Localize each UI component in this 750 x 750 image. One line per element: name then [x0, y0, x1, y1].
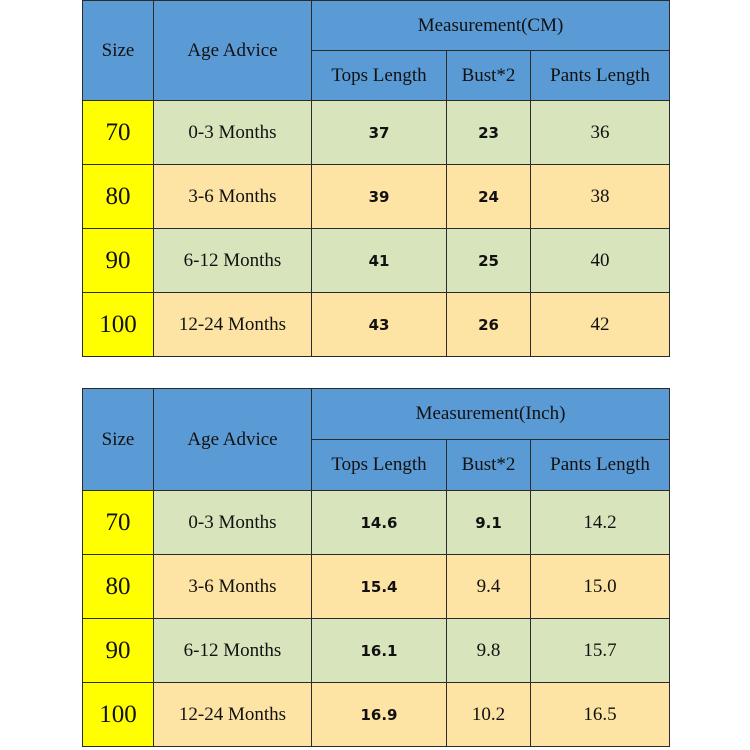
age-cell: 0-3 Months — [153, 100, 312, 165]
table-row: 100 12-24 Months 16.9 10.2 16.5 — [82, 682, 671, 747]
table-row: 90 6-12 Months 41 25 40 — [82, 228, 671, 293]
size-cell: 90 — [82, 228, 154, 293]
pants-length-cell: 14.2 — [529, 490, 671, 555]
bust-cell: 9.4 — [446, 554, 531, 619]
age-cell: 6-12 Months — [153, 618, 312, 683]
tops-length-cell: 16.9 — [311, 682, 447, 747]
tops-length-cell: 41 — [311, 228, 447, 293]
size-chart-cm: Size Age Advice Measurement(CM) Tops Len… — [82, 0, 671, 357]
bust-cell: 26 — [446, 292, 531, 357]
age-cell: 0-3 Months — [153, 490, 312, 555]
tops-length-cell: 16.1 — [311, 618, 447, 683]
pants-length-cell: 40 — [529, 228, 671, 293]
size-cell: 90 — [82, 618, 154, 683]
pants-length-cell: 36 — [529, 100, 671, 165]
pants-length-cell: 16.5 — [529, 682, 671, 747]
table-row: 80 3-6 Months 39 24 38 — [82, 164, 671, 229]
age-cell: 12-24 Months — [153, 682, 312, 747]
header-age-advice: Age Advice — [153, 0, 312, 101]
size-cell: 70 — [82, 100, 154, 165]
size-cell: 70 — [82, 490, 154, 555]
pants-length-cell: 15.0 — [529, 554, 671, 619]
header-bust: Bust*2 — [446, 50, 531, 101]
tops-length-cell: 39 — [311, 164, 447, 229]
header-measurement: Measurement(Inch) — [310, 388, 671, 440]
size-cell: 100 — [82, 682, 154, 747]
header-pants-length: Pants Length — [529, 439, 671, 491]
header-size: Size — [82, 0, 154, 101]
age-cell: 3-6 Months — [153, 554, 312, 619]
bust-cell: 10.2 — [446, 682, 531, 747]
table-row: 100 12-24 Months 43 26 42 — [82, 292, 671, 357]
age-cell: 3-6 Months — [153, 164, 312, 229]
header-tops-length: Tops Length — [311, 439, 447, 491]
bust-cell: 25 — [446, 228, 531, 293]
bust-cell: 9.1 — [446, 490, 531, 555]
header-size: Size — [82, 388, 154, 491]
age-cell: 6-12 Months — [153, 228, 312, 293]
table-row: 70 0-3 Months 37 23 36 — [82, 100, 671, 165]
size-chart-inch: Size Age Advice Measurement(Inch) Tops L… — [82, 388, 671, 747]
bust-cell: 24 — [446, 164, 531, 229]
header-pants-length: Pants Length — [529, 50, 671, 101]
header-bust: Bust*2 — [446, 439, 531, 491]
table-row: 90 6-12 Months 16.1 9.8 15.7 — [82, 618, 671, 683]
size-cell: 80 — [82, 554, 154, 619]
tops-length-cell: 14.6 — [311, 490, 447, 555]
size-cell: 80 — [82, 164, 154, 229]
header-tops-length: Tops Length — [311, 50, 447, 101]
pants-length-cell: 42 — [529, 292, 671, 357]
table-row: 70 0-3 Months 14.6 9.1 14.2 — [82, 490, 671, 555]
pants-length-cell: 15.7 — [529, 618, 671, 683]
tops-length-cell: 37 — [311, 100, 447, 165]
table-row: 80 3-6 Months 15.4 9.4 15.0 — [82, 554, 671, 619]
header-measurement: Measurement(CM) — [310, 0, 671, 51]
age-cell: 12-24 Months — [153, 292, 312, 357]
tops-length-cell: 43 — [311, 292, 447, 357]
tops-length-cell: 15.4 — [311, 554, 447, 619]
header-age-advice: Age Advice — [153, 388, 312, 491]
bust-cell: 23 — [446, 100, 531, 165]
bust-cell: 9.8 — [446, 618, 531, 683]
size-cell: 100 — [82, 292, 154, 357]
pants-length-cell: 38 — [529, 164, 671, 229]
